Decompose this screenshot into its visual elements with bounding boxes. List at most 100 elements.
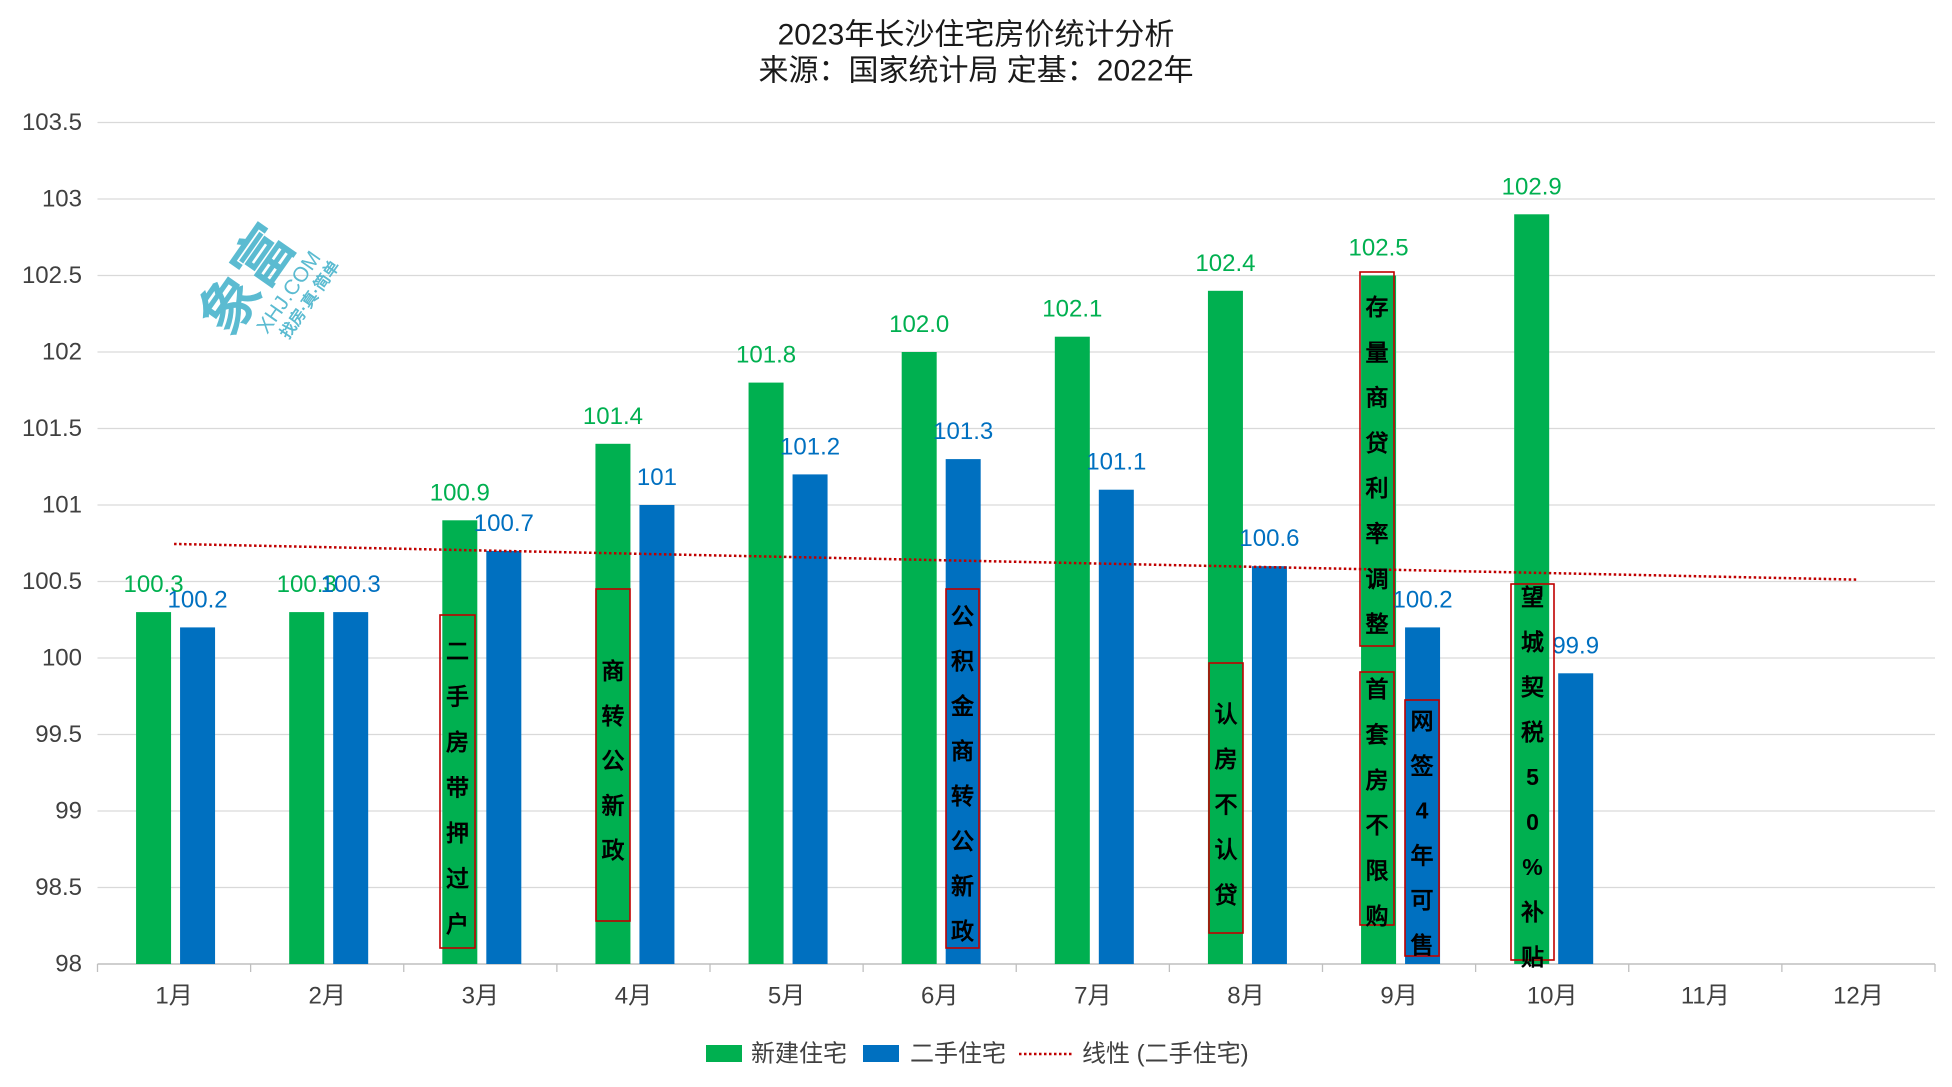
annotation-char: 限	[1366, 858, 1389, 884]
legend-label-resale-housing: 二手住宅	[910, 1041, 1006, 1068]
y-tick-label: 102	[42, 339, 82, 366]
annotation-char: 商	[1366, 385, 1389, 411]
data-label-new-housing-10: 102.9	[1502, 173, 1562, 200]
data-label-new-housing-5: 101.8	[736, 342, 796, 369]
annotation-char: 贷	[1215, 882, 1238, 908]
legend-label-trendline: 线性 (二手住宅)	[1082, 1041, 1249, 1068]
bars	[136, 214, 1594, 965]
annotation-5: 存量商贷利率调整	[1359, 271, 1395, 647]
annotation-text: 首套房不限购	[1366, 676, 1389, 929]
x-tick-label: 3月	[462, 983, 499, 1010]
annotation-char: 4	[1416, 798, 1429, 824]
x-tick-label: 10月	[1527, 983, 1578, 1010]
bar-new-housing-6	[901, 352, 937, 964]
data-label-new-housing-3: 100.9	[430, 479, 490, 506]
bar-resale-housing-10	[1558, 673, 1594, 964]
chart-subtitle: 来源：国家统计局 定基：2022年	[758, 55, 1193, 88]
annotation-box	[1359, 671, 1395, 926]
annotation-char: 金	[950, 693, 975, 719]
x-tick-label: 6月	[921, 983, 958, 1010]
annotation-char: 利	[1366, 475, 1389, 501]
annotation-char: 年	[1411, 842, 1434, 868]
trendline	[174, 542, 1859, 581]
data-label-resale-housing-1: 100.2	[168, 586, 228, 613]
bar-new-housing-5	[748, 382, 784, 965]
annotation-text: 商转公新政	[602, 658, 626, 863]
data-label-resale-housing-10: 99.9	[1552, 632, 1599, 659]
annotation-char: 押	[446, 820, 469, 846]
annotation-char: 签	[1410, 753, 1435, 779]
annotation-char: 转	[951, 783, 974, 809]
y-tick-label: 99	[55, 798, 82, 825]
annotation-char: 房	[1366, 767, 1389, 793]
annotation-char: 新	[951, 873, 974, 899]
data-label-resale-housing-6: 101.3	[933, 418, 993, 445]
y-tick-label: 100	[42, 645, 82, 672]
data-label-new-housing-2: 100.3	[277, 571, 337, 598]
data-label-resale-housing-5: 101.2	[780, 433, 840, 460]
annotation-char: 不	[1215, 791, 1238, 817]
bar-resale-housing-5	[792, 474, 828, 964]
annotation-char: 过	[446, 866, 469, 892]
annotation-char: 购	[1366, 903, 1389, 929]
x-tick-label: 8月	[1227, 983, 1264, 1010]
data-labels: 100.3 100.3100.9101.4101.8102.0102.1102.4…	[124, 173, 1600, 659]
annotation-4: 认房不认贷	[1208, 662, 1244, 934]
annotation-box	[1404, 699, 1440, 957]
annotation-char: 存	[1366, 294, 1389, 320]
data-label-resale-housing-4: 101	[637, 464, 677, 491]
data-label-resale-housing-8: 100.6	[1239, 525, 1299, 552]
bar-new-housing-4	[595, 443, 631, 964]
annotation-char: 房	[1215, 746, 1238, 772]
bar-new-housing-2	[289, 612, 325, 964]
annotation-char: 户	[446, 911, 469, 937]
bar-resale-housing-1	[180, 627, 216, 964]
data-label-new-housing-9: 102.5	[1349, 235, 1409, 262]
bar-new-housing-8	[1207, 290, 1243, 964]
annotation-text: 网签 4 年可售	[1410, 708, 1435, 958]
annotation-char: 转	[602, 703, 625, 729]
data-label-new-housing-1: 100.3	[124, 571, 184, 598]
x-tick-label: 11月	[1681, 983, 1730, 1010]
annotation-text: 公积金商转公新政	[950, 603, 975, 944]
annotation-char: 可	[1411, 887, 1434, 913]
policy-annotations: 二手房带押过户商转公新政公积金商转公新政认房不认贷存量商贷利率调整首套房不限购网…	[439, 271, 1555, 970]
y-tick-label: 103	[42, 186, 82, 213]
annotation-char: %	[1522, 854, 1542, 880]
annotation-8: 望城契税 5 0 % 补贴	[1510, 583, 1555, 970]
x-tick-label: 12月	[1833, 983, 1884, 1010]
legend-label-new-housing: 新建住宅	[751, 1041, 847, 1068]
annotation-text: 望城契税 5 0 % 补贴	[1520, 584, 1545, 970]
bar-resale-housing-4	[639, 505, 675, 964]
annotation-6: 首套房不限购	[1359, 671, 1395, 929]
annotation-char: 政	[951, 918, 975, 944]
x-tick-label: 1月	[155, 983, 192, 1010]
y-tick-label: 100.5	[22, 568, 82, 595]
data-label-new-housing-7: 102.1	[1042, 296, 1102, 323]
y-tick-label: 101.5	[22, 415, 82, 442]
y-tick-label: 102.5	[22, 262, 82, 289]
axes: 98 98.5 99 99.5 100 100.5 101 101.5 102 102.5 103 1…	[22, 109, 1936, 1010]
annotation-char: 新	[602, 792, 625, 818]
annotation-text: 认房不认贷	[1215, 701, 1238, 908]
annotation-char: 公	[602, 748, 625, 774]
annotation-char: 商	[602, 658, 625, 684]
y-tick-label: 99.5	[35, 721, 82, 748]
data-label-resale-housing-3: 100.7	[474, 510, 534, 537]
annotation-char: 贷	[1366, 430, 1389, 456]
annotation-box	[595, 588, 631, 922]
x-tick-label: 7月	[1074, 983, 1111, 1010]
annotation-box	[1359, 271, 1395, 647]
bar-resale-housing-2	[333, 612, 369, 964]
x-tick-label: 5月	[768, 983, 805, 1010]
annotation-char: 政	[602, 837, 626, 863]
annotation-char: 房	[446, 729, 469, 755]
bar-resale-housing-6	[945, 459, 981, 964]
annotation-char: 积	[951, 648, 974, 674]
annotation-char: 带	[446, 775, 469, 801]
legend: 新建住宅 二手住宅 线性 (二手住宅)	[706, 1041, 1249, 1068]
annotation-text: 存量商贷利率调整	[1366, 294, 1389, 637]
bar-new-housing-9	[1361, 275, 1397, 964]
annotation-char: 网	[1411, 708, 1434, 734]
